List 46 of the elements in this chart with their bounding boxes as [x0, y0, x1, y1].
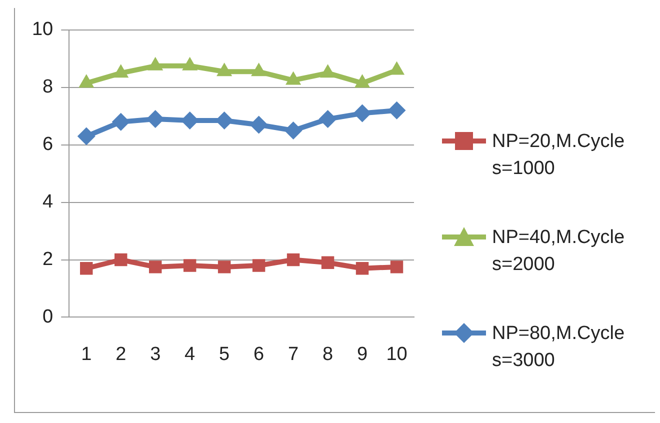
point: [251, 62, 267, 76]
point: [250, 116, 268, 134]
x-tick-label: 6: [254, 344, 264, 365]
y-tick-label: 0: [42, 306, 54, 328]
x-tick-label: 9: [356, 344, 368, 365]
point: [284, 122, 302, 140]
point: [113, 64, 129, 78]
point: [183, 259, 196, 272]
point: [148, 260, 162, 274]
x-tick-label: 3: [150, 344, 161, 365]
point: [77, 127, 96, 146]
point: [182, 56, 198, 70]
point: [218, 260, 231, 274]
point: [320, 64, 336, 78]
point: [356, 262, 369, 275]
point: [353, 104, 372, 122]
point: [286, 253, 300, 266]
point: [286, 71, 302, 85]
point: [148, 56, 164, 70]
point: [80, 262, 93, 275]
point: [114, 253, 128, 266]
y-tick-label: 8: [42, 76, 54, 98]
y-tick-label: 10: [32, 19, 54, 40]
x-tick-label: 1: [81, 344, 92, 365]
legend-label: NP=80,M.Cycles=3000: [492, 322, 626, 373]
x-tick-label: 8: [322, 344, 334, 365]
y-tick-label: 4: [42, 192, 54, 213]
point: [112, 112, 130, 131]
point: [388, 101, 406, 120]
x-tick-label: 10: [386, 344, 408, 365]
x-tick-label: 5: [219, 344, 230, 365]
point: [354, 74, 370, 88]
point: [321, 256, 334, 269]
point: [318, 110, 337, 128]
point: [216, 62, 232, 76]
y-tick-label: 2: [42, 248, 54, 270]
x-tick-label: 2: [116, 344, 126, 365]
point: [390, 260, 404, 274]
legend-label: NP=20,M.Cycles=1000: [492, 130, 626, 181]
point: [78, 74, 94, 88]
x-tick-label: 4: [184, 344, 196, 365]
point: [252, 259, 266, 272]
x-tick-label: 7: [288, 344, 299, 365]
legend-label: NP=40,M.Cycles=2000: [492, 226, 626, 277]
y-tick-label: 6: [42, 134, 54, 156]
point: [146, 110, 164, 128]
